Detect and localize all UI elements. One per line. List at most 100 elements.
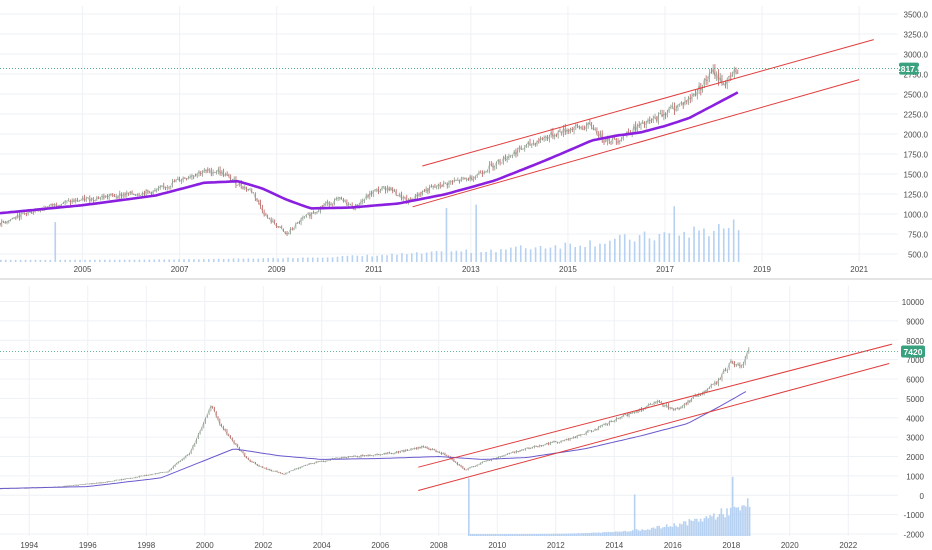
volume-bar (601, 532, 604, 536)
volume-bar (331, 257, 334, 262)
volume-bar (703, 228, 705, 262)
volume-bar (143, 259, 146, 262)
volume-bar (507, 534, 510, 536)
volume-bar (509, 534, 512, 536)
volume-bar (297, 258, 299, 262)
volume-bar (713, 513, 715, 536)
y-tick-label: 750.0 (908, 231, 929, 240)
volume-bar (257, 258, 260, 262)
volume-bar (732, 219, 735, 262)
volume-bar (148, 259, 151, 262)
volume-bar (579, 245, 581, 262)
volume-bar (647, 529, 649, 536)
volume-bar (564, 242, 567, 262)
y-tick-label: 7000 (906, 356, 924, 365)
volume-bar (554, 533, 557, 536)
volume-bar (648, 529, 651, 536)
trend-channel-line (418, 343, 893, 468)
x-tick-label: 2011 (365, 265, 383, 274)
x-tick-label: 2002 (254, 541, 272, 550)
volume-bar (401, 253, 403, 262)
volume-bar (724, 517, 726, 536)
y-tick-label: 2000 (906, 453, 924, 462)
volume-bar (692, 521, 694, 536)
volume-bar (594, 246, 596, 262)
volume-bar (511, 534, 513, 536)
volume-bar (534, 247, 537, 262)
volume-bar (49, 259, 52, 262)
volume-bar (227, 258, 230, 262)
volume-bar (272, 257, 274, 262)
volume-bar (535, 533, 538, 536)
volume-bar (707, 518, 709, 536)
volume-bar (242, 258, 245, 262)
volume-bar (490, 249, 492, 262)
volume-bar (686, 525, 689, 536)
volume-bar (739, 510, 741, 536)
volume-bar (69, 259, 71, 262)
volume-bar (589, 240, 591, 262)
volume-bar (735, 507, 738, 536)
volume-bar (658, 233, 661, 262)
current-price-badge (899, 62, 919, 75)
volume-bar (616, 531, 619, 536)
volume-bar (500, 249, 502, 262)
volume-bar (316, 257, 319, 262)
volume-bar (396, 254, 398, 262)
volume-bar (603, 531, 606, 536)
y-tick-label: 5000 (906, 395, 924, 404)
y-tick-label: 10000 (902, 298, 925, 307)
volume-bar (611, 531, 613, 536)
volume-bar (652, 527, 655, 536)
x-tick-label: 2010 (488, 541, 506, 550)
volume-bar (376, 255, 378, 262)
volume-bar (718, 224, 720, 262)
volume-bar (153, 259, 156, 262)
volume-bar (481, 534, 483, 536)
x-tick-label: 2022 (839, 541, 857, 550)
volume-bar (415, 252, 418, 262)
volume-bar (490, 534, 493, 536)
volume-bar (688, 519, 691, 536)
volume-bar (663, 232, 666, 262)
x-tick-label: 1994 (20, 541, 38, 550)
volume-bar (477, 534, 480, 536)
volume-bar (386, 255, 388, 262)
volume-bar (737, 507, 740, 536)
volume-bar (4, 259, 7, 262)
volume-bar (665, 524, 668, 536)
y-tick-label: 3500.0 (904, 11, 929, 20)
x-tick-label: 2007 (171, 265, 189, 274)
volume-bar (133, 259, 136, 262)
y-tick-label: 6000 (906, 376, 924, 385)
volume-bar (599, 243, 601, 262)
volume-bar (103, 259, 106, 262)
volume-bar (586, 532, 589, 536)
volume-bar (450, 251, 453, 262)
volume-bar (588, 533, 591, 536)
volume-bar (532, 533, 534, 536)
volume-bar (741, 505, 743, 536)
volume-bar (410, 253, 413, 262)
volume-bar (733, 506, 736, 536)
volume-bar (662, 527, 664, 536)
x-tick-label: 2005 (74, 265, 92, 274)
volume-bar (486, 534, 489, 536)
trend-channel-line (412, 79, 860, 208)
volume-bar (475, 534, 478, 536)
x-tick-label: 1998 (137, 541, 155, 550)
volume-bar (575, 533, 578, 536)
volume-bar (698, 230, 700, 262)
volume-bar (731, 476, 734, 536)
volume-bar (19, 259, 22, 262)
price-series-line (0, 67, 738, 235)
y-tick-label: 3250.0 (904, 31, 929, 40)
volume-bar (667, 527, 670, 536)
volume-bar (287, 257, 289, 262)
volume-bar (596, 532, 598, 536)
trend-channel-line (422, 39, 874, 167)
x-tick-label: 2018 (722, 541, 740, 550)
volume-bar (232, 258, 235, 262)
volume-bar (618, 234, 621, 262)
